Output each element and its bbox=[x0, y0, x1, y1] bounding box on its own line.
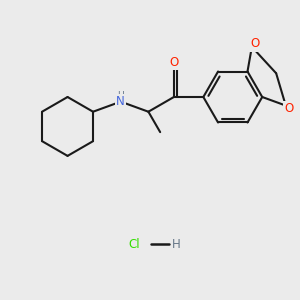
Text: Cl: Cl bbox=[128, 238, 140, 251]
Text: O: O bbox=[169, 56, 178, 69]
Text: H: H bbox=[172, 238, 181, 251]
Text: N: N bbox=[116, 95, 125, 108]
Text: O: O bbox=[250, 38, 260, 50]
Text: O: O bbox=[284, 102, 293, 115]
Text: H: H bbox=[117, 91, 124, 100]
